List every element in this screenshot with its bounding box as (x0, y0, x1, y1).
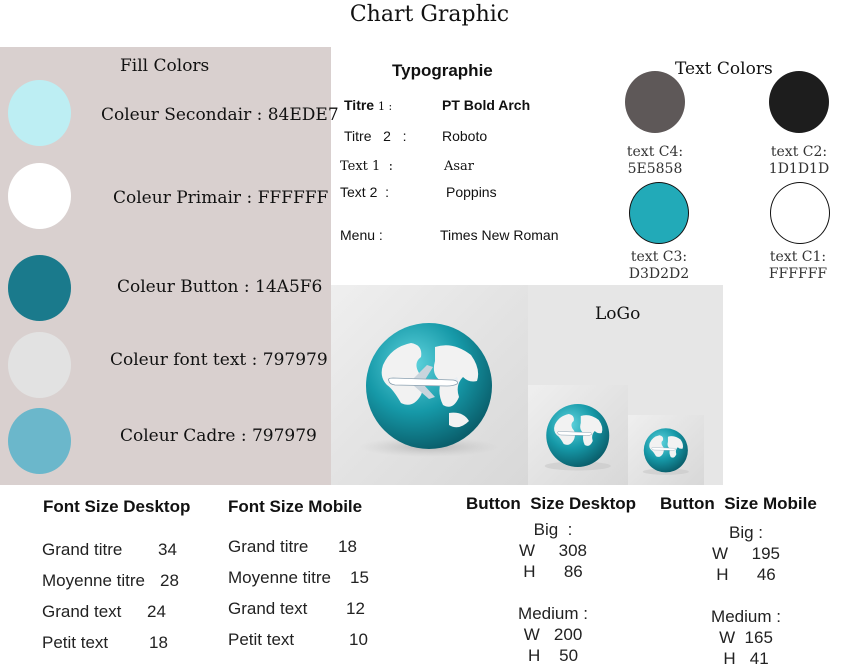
text-color-label-c1: text C1: FFFFFF (758, 249, 838, 283)
font-size-mobile-value: 12 (346, 599, 365, 618)
button-desktop-big-width: W 308 (518, 541, 588, 560)
text-color-code: FFFFFF (768, 266, 828, 282)
font-size-mobile-value: 15 (350, 568, 369, 587)
text-color-code: 1D1D1D (768, 161, 830, 177)
text-color-code: D3D2D2 (628, 266, 690, 282)
fill-label-secondary: Coleur Secondair : 84EDE7 (101, 105, 339, 125)
typo-value: Roboto (442, 128, 488, 144)
font-size-mobile-value: 18 (338, 537, 357, 556)
globe-image-medium (528, 385, 628, 485)
button-desktop-heading: Button Size Desktop (466, 494, 637, 513)
font-size-mobile-name: Petit text (228, 630, 295, 649)
text-color-code: 5E5858 (627, 161, 683, 177)
button-mobile-medium-height: H 41 (723, 649, 769, 668)
text-color-name: text C3: (630, 249, 688, 265)
text-color-swatch-c2 (769, 71, 829, 133)
button-mobile-heading: Button Size Mobile (660, 494, 817, 513)
button-desktop-medium-width: W 200 (523, 625, 583, 644)
text-color-label-c3: text C3: D3D2D2 (619, 249, 699, 283)
typo-key: Menu : (340, 227, 383, 243)
text-color-name: text C2: (770, 144, 828, 160)
text-color-swatch-c3 (629, 182, 689, 244)
typo-value: PT Bold Arch (442, 97, 531, 113)
fill-label-button: Coleur Button : 14A5F6 (117, 277, 323, 297)
font-size-mobile-name: Grand titre (228, 537, 309, 556)
fill-label-primary: Coleur Primair : FFFFFF (113, 188, 329, 208)
fill-label-font-text: Coleur font text : 797979 (110, 350, 328, 370)
page-title: Chart Graphic (349, 2, 510, 27)
button-mobile-medium-width: W 165 (719, 628, 773, 647)
button-mobile-big-height: H 46 (716, 565, 776, 584)
font-size-mobile-name: Grand text (228, 599, 308, 618)
text-color-swatch-c1 (770, 182, 830, 244)
fill-colors-heading: Fill Colors (120, 56, 210, 76)
fill-swatch-secondary (8, 80, 71, 146)
globe-image-large (331, 285, 528, 485)
typo-key: Titre 2 : (344, 128, 407, 144)
button-mobile-big-width: W 195 (711, 544, 781, 563)
typo-row-titre1: Titre 1 : (344, 97, 392, 113)
typo-key: Titre (344, 97, 375, 113)
typo-key: Text 2 : (340, 184, 390, 200)
font-size-desktop-heading: Font Size Desktop (43, 497, 191, 516)
font-size-desktop-value: 18 (149, 633, 168, 652)
text-color-name: text C1: (769, 249, 827, 265)
font-size-desktop-value: 28 (160, 571, 179, 590)
typo-key: Text 1 : (340, 159, 393, 174)
typo-value: Asar (444, 159, 475, 174)
button-mobile-medium-label: Medium : (711, 607, 781, 626)
button-mobile-big-label: Big : (728, 523, 764, 542)
font-size-desktop-value: 24 (147, 602, 166, 621)
logo-label: LoGo (595, 304, 641, 324)
typography-heading: Typographie (392, 61, 493, 80)
typo-value: Poppins (446, 184, 497, 200)
button-desktop-big-height: H 86 (523, 562, 583, 581)
typo-value: Times New Roman (440, 227, 559, 243)
globe-icon (544, 404, 611, 471)
font-size-mobile-heading: Font Size Mobile (228, 497, 363, 516)
fill-swatch-primary (8, 163, 71, 229)
button-desktop-big-label: Big : (533, 520, 573, 539)
font-size-mobile-name: Moyenne titre (228, 568, 331, 587)
text-color-swatch-c4 (625, 71, 685, 133)
fill-swatch-button (8, 255, 71, 321)
font-size-desktop-name: Moyenne titre (42, 571, 145, 590)
globe-icon (642, 428, 689, 475)
text-color-label-c4: text C4: 5E5858 (615, 144, 695, 178)
font-size-desktop-name: Grand text (42, 602, 122, 621)
button-desktop-medium-label: Medium : (518, 604, 588, 623)
fill-swatch-font-text (8, 332, 71, 398)
font-size-desktop-value: 34 (158, 540, 177, 559)
typo-key-suffix: 1 : (377, 100, 393, 113)
text-color-label-c2: text C2: 1D1D1D (759, 144, 839, 178)
font-size-mobile-value: 10 (349, 630, 368, 649)
globe-image-small (628, 415, 704, 485)
fill-label-cadre: Coleur Cadre : 797979 (120, 426, 317, 446)
button-desktop-medium-height: H 50 (527, 646, 579, 665)
fill-swatch-cadre (8, 408, 71, 474)
text-color-name: text C4: (626, 144, 684, 160)
font-size-desktop-name: Grand titre (42, 540, 123, 559)
globe-icon (359, 323, 499, 457)
font-size-desktop-name: Petit text (42, 633, 109, 652)
text-colors-heading: Text Colors (675, 59, 773, 79)
